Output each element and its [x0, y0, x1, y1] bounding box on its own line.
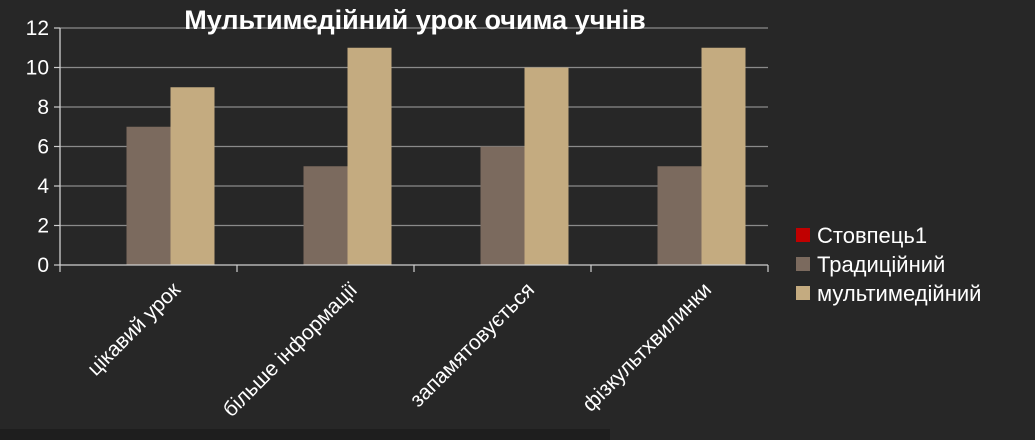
bar-3-3	[524, 67, 569, 265]
y-tick-label: 6	[37, 136, 49, 159]
bar-2-2	[303, 166, 348, 265]
bar-3-1	[170, 87, 215, 265]
y-tick-label: 2	[37, 215, 49, 238]
legend-label: Стовпець1	[817, 223, 927, 248]
bottom-strip	[0, 429, 610, 440]
y-tick-label: 0	[37, 254, 49, 277]
bar-2-3	[480, 146, 525, 265]
x-tick-label: більше інформації	[219, 278, 363, 422]
x-tick-label: цікавий урок	[83, 278, 186, 381]
legend-swatch	[796, 286, 810, 300]
y-tick-label: 12	[26, 17, 49, 40]
bar-2-4	[657, 166, 702, 265]
legend: Стовпець1 Традиційний мультимедійний	[796, 223, 981, 306]
legend-swatch	[796, 228, 810, 242]
x-tick-label: запамятовується	[406, 278, 539, 411]
legend-label: Традиційний	[817, 252, 945, 277]
y-tick-label: 4	[37, 175, 49, 198]
bar-2-1	[126, 126, 171, 265]
legend-label: мультимедійний	[817, 281, 981, 306]
x-tick-label: фізкультхвилинки	[578, 278, 716, 416]
legend-swatch	[796, 257, 810, 271]
bar-3-4	[701, 47, 746, 265]
bars	[126, 47, 746, 265]
y-tick-label: 8	[37, 96, 49, 119]
bar-3-2	[347, 47, 392, 265]
axes	[54, 27, 769, 272]
y-tick-label: 10	[26, 57, 49, 80]
chart-title: Мультимедійний урок очима учнів	[184, 5, 646, 35]
